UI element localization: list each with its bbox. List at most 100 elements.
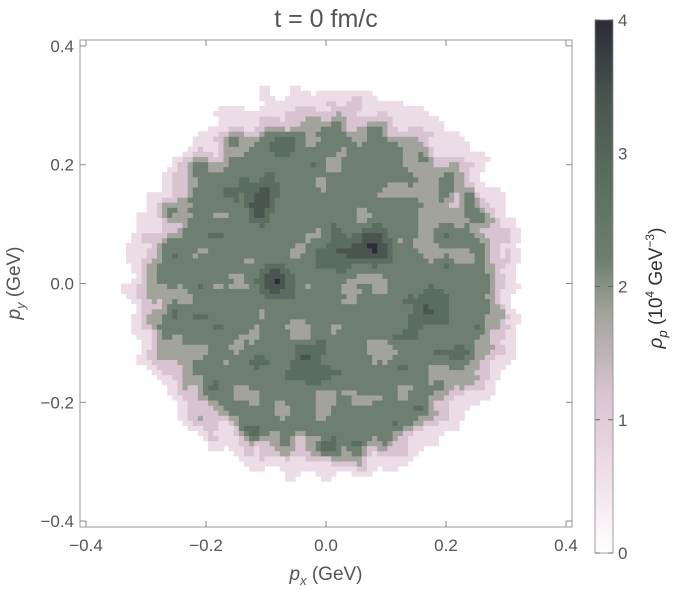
density-cell	[300, 95, 306, 102]
density-cell	[500, 222, 506, 229]
density-cell	[459, 192, 465, 198]
density-cell	[356, 308, 363, 315]
density-cell	[515, 227, 522, 234]
density-cell	[387, 111, 394, 117]
density-cell	[351, 242, 358, 249]
density-cell	[413, 334, 419, 340]
density-cell	[413, 445, 419, 452]
density-cell	[197, 273, 204, 279]
density-cell	[408, 369, 414, 376]
density-cell	[377, 288, 383, 295]
density-cell	[156, 253, 163, 259]
density-cell	[238, 141, 245, 147]
density-cell	[454, 308, 460, 315]
density-cell	[238, 364, 245, 371]
density-cell	[192, 379, 199, 386]
density-cell	[238, 283, 245, 289]
density-cell	[218, 405, 224, 411]
density-cell	[367, 247, 373, 254]
density-cell	[459, 410, 465, 416]
density-cell	[156, 344, 163, 350]
density-cell	[295, 430, 301, 437]
density-cell	[151, 197, 158, 203]
density-cell	[203, 131, 209, 137]
density-cell	[418, 339, 424, 345]
density-cell	[423, 415, 429, 421]
density-cell	[228, 166, 235, 173]
density-cell	[367, 455, 373, 462]
density-cell	[449, 390, 455, 396]
density-cell	[208, 379, 214, 386]
density-cell	[326, 430, 332, 437]
density-cell	[408, 187, 414, 193]
density-cell	[228, 151, 235, 158]
density-cell	[454, 212, 460, 218]
density-cell	[269, 121, 276, 127]
density-cell	[474, 217, 481, 224]
density-cell	[490, 334, 496, 340]
density-cell	[156, 212, 163, 218]
density-cell	[320, 379, 327, 386]
density-cell	[244, 395, 250, 401]
density-cell	[356, 450, 363, 457]
density-cell	[279, 349, 286, 355]
density-cell	[484, 369, 491, 376]
density-cell	[418, 227, 424, 234]
density-cell	[464, 405, 470, 411]
density-cell	[397, 161, 404, 168]
density-cell	[197, 232, 204, 239]
density-cell	[254, 171, 260, 178]
density-cell	[423, 156, 429, 163]
density-cell	[151, 364, 158, 371]
density-cell	[418, 334, 424, 340]
density-cell	[346, 202, 353, 208]
density-cell	[269, 440, 276, 447]
density-cell	[244, 425, 250, 432]
density-cell	[264, 111, 271, 117]
density-cell	[351, 283, 358, 289]
density-cell	[315, 237, 322, 244]
density-cell	[300, 116, 306, 122]
density-cell	[361, 425, 368, 432]
density-cell	[254, 390, 260, 396]
density-cell	[228, 217, 235, 224]
density-cell	[244, 303, 250, 310]
density-cell	[423, 161, 429, 168]
density-cell	[290, 440, 296, 447]
density-cell	[372, 278, 378, 284]
density-cell	[443, 425, 450, 432]
density-cell	[131, 263, 137, 269]
density-cell	[392, 308, 399, 315]
density-cell	[392, 319, 399, 325]
density-cell	[346, 344, 353, 350]
density-cell	[213, 349, 219, 355]
density-cell	[213, 425, 219, 432]
density-cell	[438, 324, 445, 330]
density-cell	[259, 176, 265, 183]
density-cell	[397, 247, 404, 254]
density-cell	[341, 288, 347, 295]
density-cell	[238, 359, 245, 366]
density-cell	[351, 445, 358, 452]
x-tick-label: 0.4	[554, 536, 578, 555]
density-cell	[495, 298, 501, 305]
density-cell	[162, 227, 168, 234]
density-cell	[274, 176, 281, 183]
density-cell	[464, 202, 470, 208]
density-cell	[459, 268, 465, 274]
density-cell	[438, 176, 445, 183]
density-cell	[238, 329, 245, 335]
density-cell	[315, 324, 322, 330]
density-cell	[233, 121, 240, 127]
density-cell	[228, 288, 235, 295]
density-cell	[233, 111, 240, 117]
density-cell	[484, 192, 491, 198]
density-cell	[438, 359, 445, 366]
density-cell	[438, 384, 445, 391]
density-cell	[341, 334, 347, 340]
density-cell	[213, 308, 219, 315]
density-cell	[408, 263, 414, 269]
density-cell	[213, 268, 219, 274]
density-cell	[310, 151, 317, 158]
density-cell	[177, 344, 183, 350]
